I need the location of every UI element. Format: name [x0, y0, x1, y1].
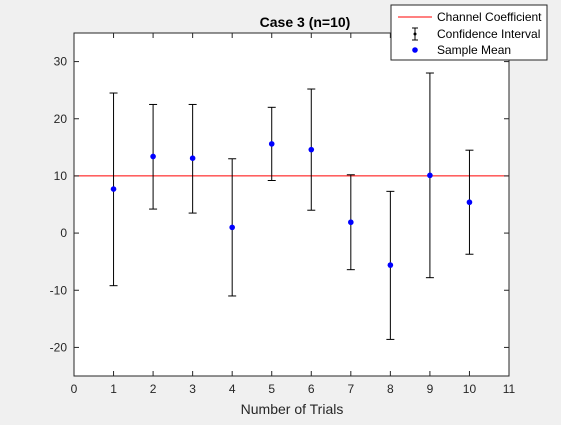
- x-tick-label: 9: [427, 382, 434, 396]
- x-tick-label: 10: [463, 382, 477, 396]
- legend-confidence-interval-dot: [413, 32, 417, 36]
- y-tick-label: -10: [50, 283, 68, 297]
- sample-mean-point: [229, 224, 235, 231]
- y-tick-label: 10: [54, 169, 68, 183]
- sample-mean-point: [150, 153, 156, 160]
- y-tick-label: 0: [60, 226, 67, 240]
- sample-mean-point: [466, 199, 473, 206]
- legend-sample-mean-marker: [412, 47, 418, 53]
- x-tick-label: 3: [189, 382, 196, 396]
- sample-mean-point: [308, 146, 315, 153]
- legend: Channel Coefficient Confidence Interval …: [390, 4, 548, 61]
- x-tick-label: 5: [268, 382, 275, 396]
- sample-mean-point: [427, 172, 433, 179]
- x-tick-label: 6: [308, 382, 315, 396]
- chart-title: Case 3 (n=10): [260, 14, 351, 30]
- y-tick-label: -20: [50, 340, 68, 354]
- sample-mean-point: [110, 186, 117, 192]
- plot-area: [74, 33, 509, 376]
- legend-channel-coefficient-label: Channel Coefficient: [437, 10, 542, 24]
- sample-mean-point: [189, 155, 196, 161]
- x-tick-label: 1: [110, 382, 117, 396]
- x-tick-label: 2: [150, 382, 157, 396]
- y-tick-label: 20: [54, 112, 68, 126]
- x-tick-label: 4: [229, 382, 236, 396]
- axes-frame: [73, 32, 510, 377]
- x-tick-label: 8: [387, 382, 394, 396]
- y-tick-label: 30: [54, 55, 68, 69]
- y-ticks: -20 -10 0 10 20 30: [50, 55, 509, 354]
- x-tick-label: 7: [347, 382, 354, 396]
- x-tick-label: 11: [503, 382, 516, 396]
- sample-mean-point: [268, 141, 275, 147]
- legend-sample-mean-label: Sample Mean: [437, 43, 511, 57]
- sample-mean-layer: [110, 141, 473, 268]
- sample-mean-point: [348, 219, 354, 226]
- x-tick-label: 0: [71, 382, 78, 396]
- x-axis-label: Number of Trials: [241, 401, 344, 417]
- sample-mean-point: [387, 262, 394, 268]
- legend-confidence-interval-label: Confidence Interval: [437, 27, 540, 41]
